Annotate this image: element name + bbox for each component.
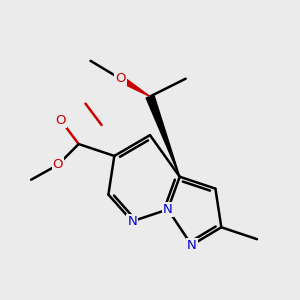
Text: O: O: [115, 72, 125, 85]
Text: N: N: [163, 203, 173, 216]
Polygon shape: [146, 95, 180, 177]
Text: N: N: [127, 215, 137, 228]
Text: O: O: [56, 114, 66, 127]
Polygon shape: [118, 76, 150, 97]
Text: O: O: [52, 158, 63, 171]
Text: N: N: [187, 238, 196, 252]
